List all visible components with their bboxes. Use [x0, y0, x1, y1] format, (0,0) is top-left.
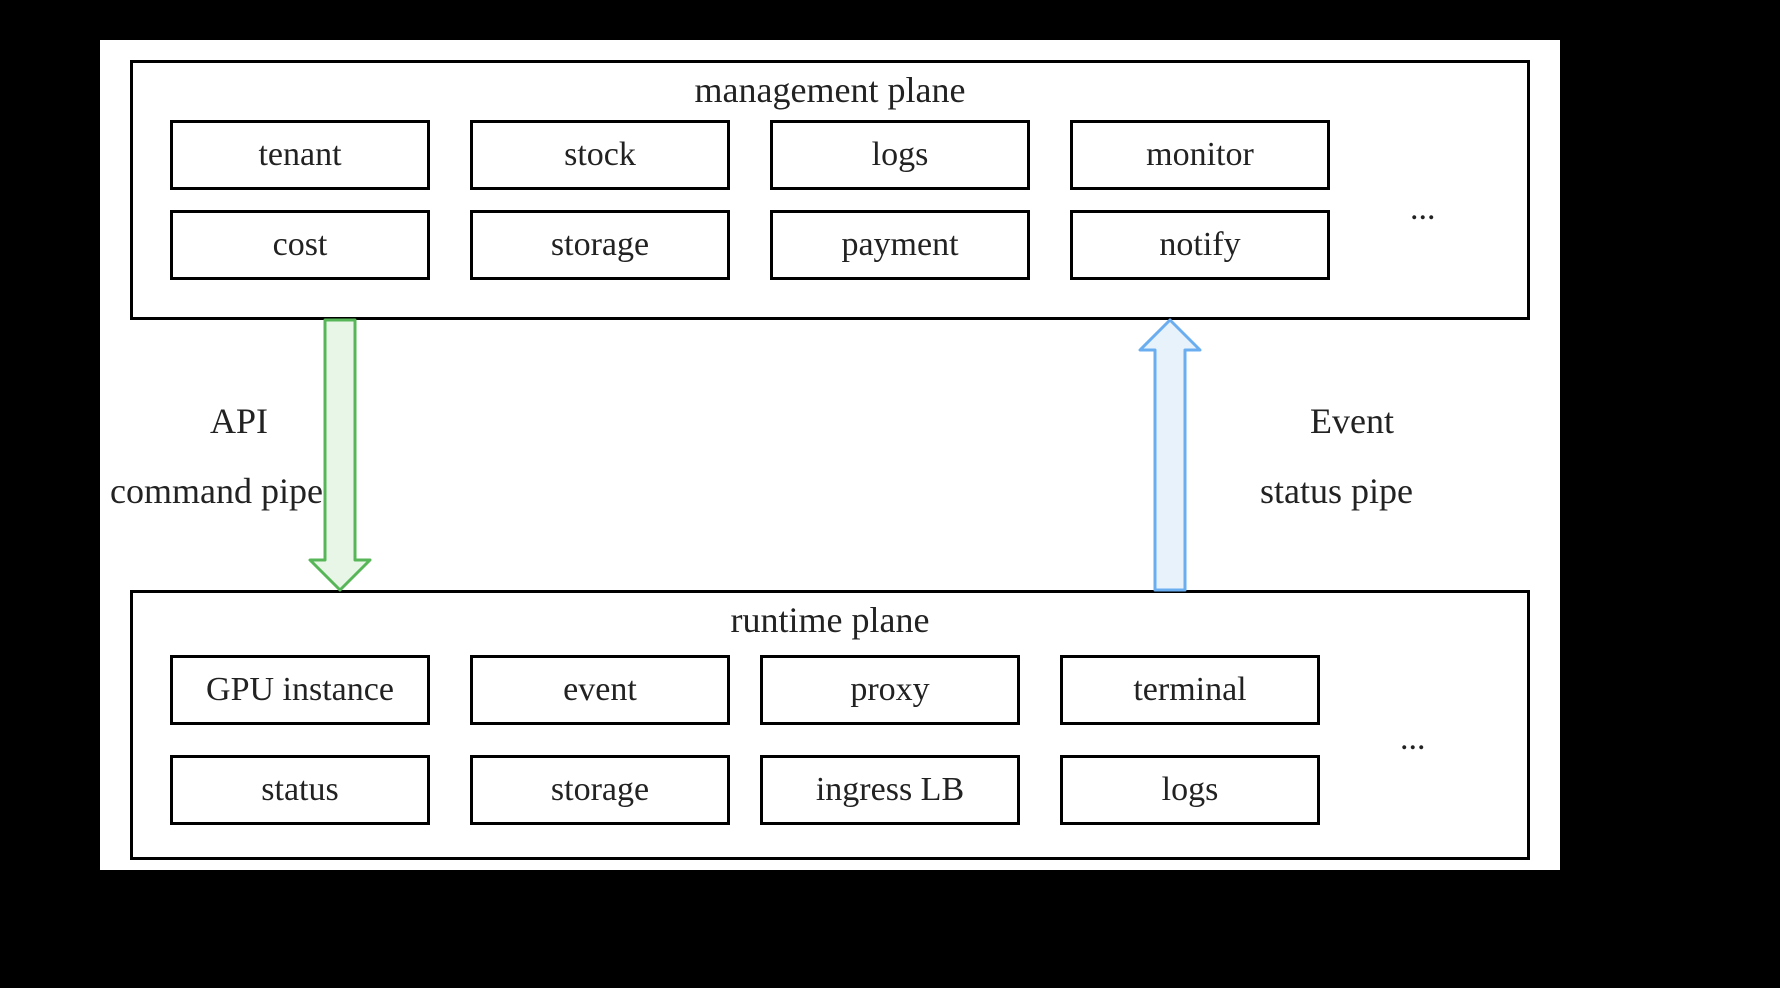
status-pipe-label: status pipe: [1260, 470, 1413, 512]
runtime-cell-proxy: proxy: [760, 655, 1020, 725]
cell-label: event: [563, 671, 637, 709]
cell-label: logs: [1162, 771, 1219, 809]
runtime-cell-gpu-instance: GPU instance: [170, 655, 430, 725]
runtime-cell-terminal: terminal: [1060, 655, 1320, 725]
management-plane-title: management plane: [133, 69, 1527, 111]
runtime-cell-ingress-lb: ingress LB: [760, 755, 1020, 825]
cell-label: monitor: [1146, 136, 1254, 174]
cell-label: ingress LB: [816, 771, 964, 809]
cell-label: storage: [551, 226, 649, 264]
command-pipe-label: command pipe: [110, 470, 323, 512]
runtime-plane-title: runtime plane: [133, 599, 1527, 641]
cell-label: terminal: [1133, 671, 1246, 709]
cell-label: GPU instance: [206, 671, 394, 709]
cell-label: tenant: [258, 136, 341, 174]
cell-label: proxy: [850, 671, 929, 709]
mgmt-cell-stock: stock: [470, 120, 730, 190]
mgmt-cell-logs: logs: [770, 120, 1030, 190]
event-label: Event: [1310, 400, 1394, 442]
cell-label: cost: [273, 226, 328, 264]
cell-label: notify: [1159, 226, 1240, 264]
mgmt-cell-storage: storage: [470, 210, 730, 280]
mgmt-cell-notify: notify: [1070, 210, 1330, 280]
runtime-ellipsis: ...: [1400, 720, 1426, 758]
runtime-cell-logs: logs: [1060, 755, 1320, 825]
runtime-cell-status: status: [170, 755, 430, 825]
api-command-pipe-arrow-icon: [305, 315, 375, 595]
runtime-cell-event: event: [470, 655, 730, 725]
api-label: API: [210, 400, 268, 442]
cell-label: payment: [841, 226, 958, 264]
mgmt-cell-monitor: monitor: [1070, 120, 1330, 190]
mgmt-ellipsis: ...: [1410, 190, 1436, 228]
cell-label: logs: [872, 136, 929, 174]
cell-label: stock: [564, 136, 636, 174]
mgmt-cell-tenant: tenant: [170, 120, 430, 190]
runtime-cell-storage: storage: [470, 755, 730, 825]
mgmt-cell-cost: cost: [170, 210, 430, 280]
mgmt-cell-payment: payment: [770, 210, 1030, 280]
cell-label: storage: [551, 771, 649, 809]
cell-label: status: [261, 771, 338, 809]
event-status-pipe-arrow-icon: [1135, 315, 1205, 595]
management-plane-box: management plane: [130, 60, 1530, 320]
